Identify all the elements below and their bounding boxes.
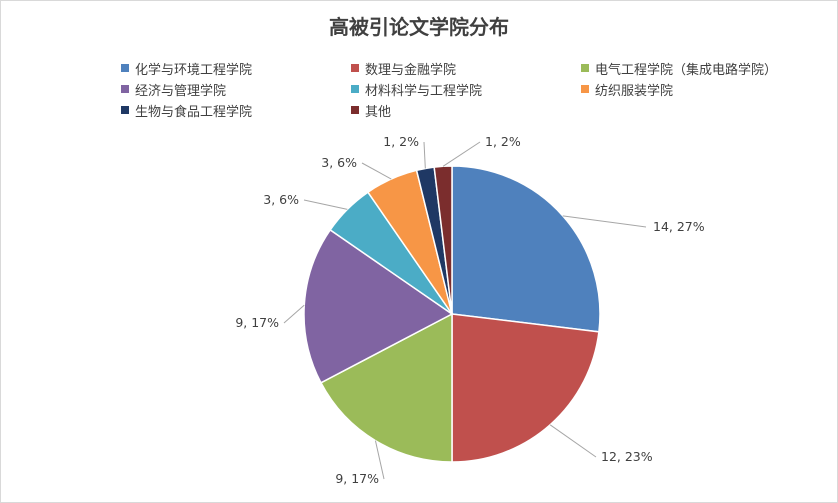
leader-line-1 — [549, 424, 597, 458]
legend-label-6: 生物与食品工程学院 — [135, 104, 253, 120]
legend-item-7: 其他 — [351, 101, 392, 120]
legend-swatch-6 — [121, 106, 129, 114]
legend-swatch-7 — [351, 106, 359, 114]
chart-title: 高被引论文学院分布 — [329, 15, 509, 39]
legend-swatch-0 — [121, 64, 129, 72]
legend-item-2: 电气工程学院（集成电路学院） — [581, 59, 778, 78]
leader-line-6 — [423, 141, 426, 169]
pie-slice-2 — [319, 312, 453, 463]
data-label-4: 3, 6% — [263, 192, 299, 207]
leader-line-4 — [303, 199, 348, 210]
legend-item-4: 材料科学与工程学院 — [351, 80, 483, 99]
legend-label-7: 其他 — [365, 104, 392, 120]
legend-swatch-2 — [581, 64, 589, 72]
pie-slices — [303, 165, 601, 463]
data-label-3: 9, 17% — [235, 315, 279, 330]
legend-item-1: 数理与金融学院 — [351, 59, 457, 78]
legend-label-1: 数理与金融学院 — [365, 62, 457, 78]
legend-label-0: 化学与环境工程学院 — [135, 62, 253, 78]
legend-swatch-1 — [351, 64, 359, 72]
legend-swatch-3 — [121, 85, 129, 93]
legend-label-5: 纺织服装学院 — [595, 83, 674, 99]
leader-line-7 — [442, 141, 481, 167]
legend-item-5: 纺织服装学院 — [581, 80, 674, 99]
legend-item-3: 经济与管理学院 — [121, 80, 227, 99]
leader-line-2 — [374, 440, 385, 480]
legend-label-4: 材料科学与工程学院 — [365, 83, 483, 99]
data-label-5: 3, 6% — [321, 155, 357, 170]
data-label-1: 12, 23% — [601, 449, 653, 464]
data-label-0: 14, 27% — [653, 219, 705, 234]
leader-lines — [283, 141, 647, 480]
data-labels: 14, 27% 12, 23% 9, 17% 9, 17% 3, 6% 3, 6% 1, 2… — [235, 134, 704, 486]
legend-item-0: 化学与环境工程学院 — [121, 59, 253, 78]
legend-item-6: 生物与食品工程学院 — [121, 101, 253, 120]
data-label-7: 1, 2% — [485, 134, 521, 149]
legend-swatch-5 — [581, 85, 589, 93]
pie-slice-0 — [451, 165, 601, 333]
legend-label-2: 电气工程学院（集成电路学院） — [595, 62, 778, 78]
pie-slice-1 — [451, 313, 600, 463]
legend-swatch-4 — [351, 85, 359, 93]
pie-slice-3 — [303, 228, 454, 384]
leader-line-5 — [361, 162, 392, 180]
leader-line-0 — [562, 215, 647, 228]
data-label-2: 9, 17% — [335, 471, 379, 486]
leader-line-3 — [283, 304, 305, 324]
legend-label-3: 经济与管理学院 — [135, 83, 227, 99]
data-label-6: 1, 2% — [383, 134, 419, 149]
